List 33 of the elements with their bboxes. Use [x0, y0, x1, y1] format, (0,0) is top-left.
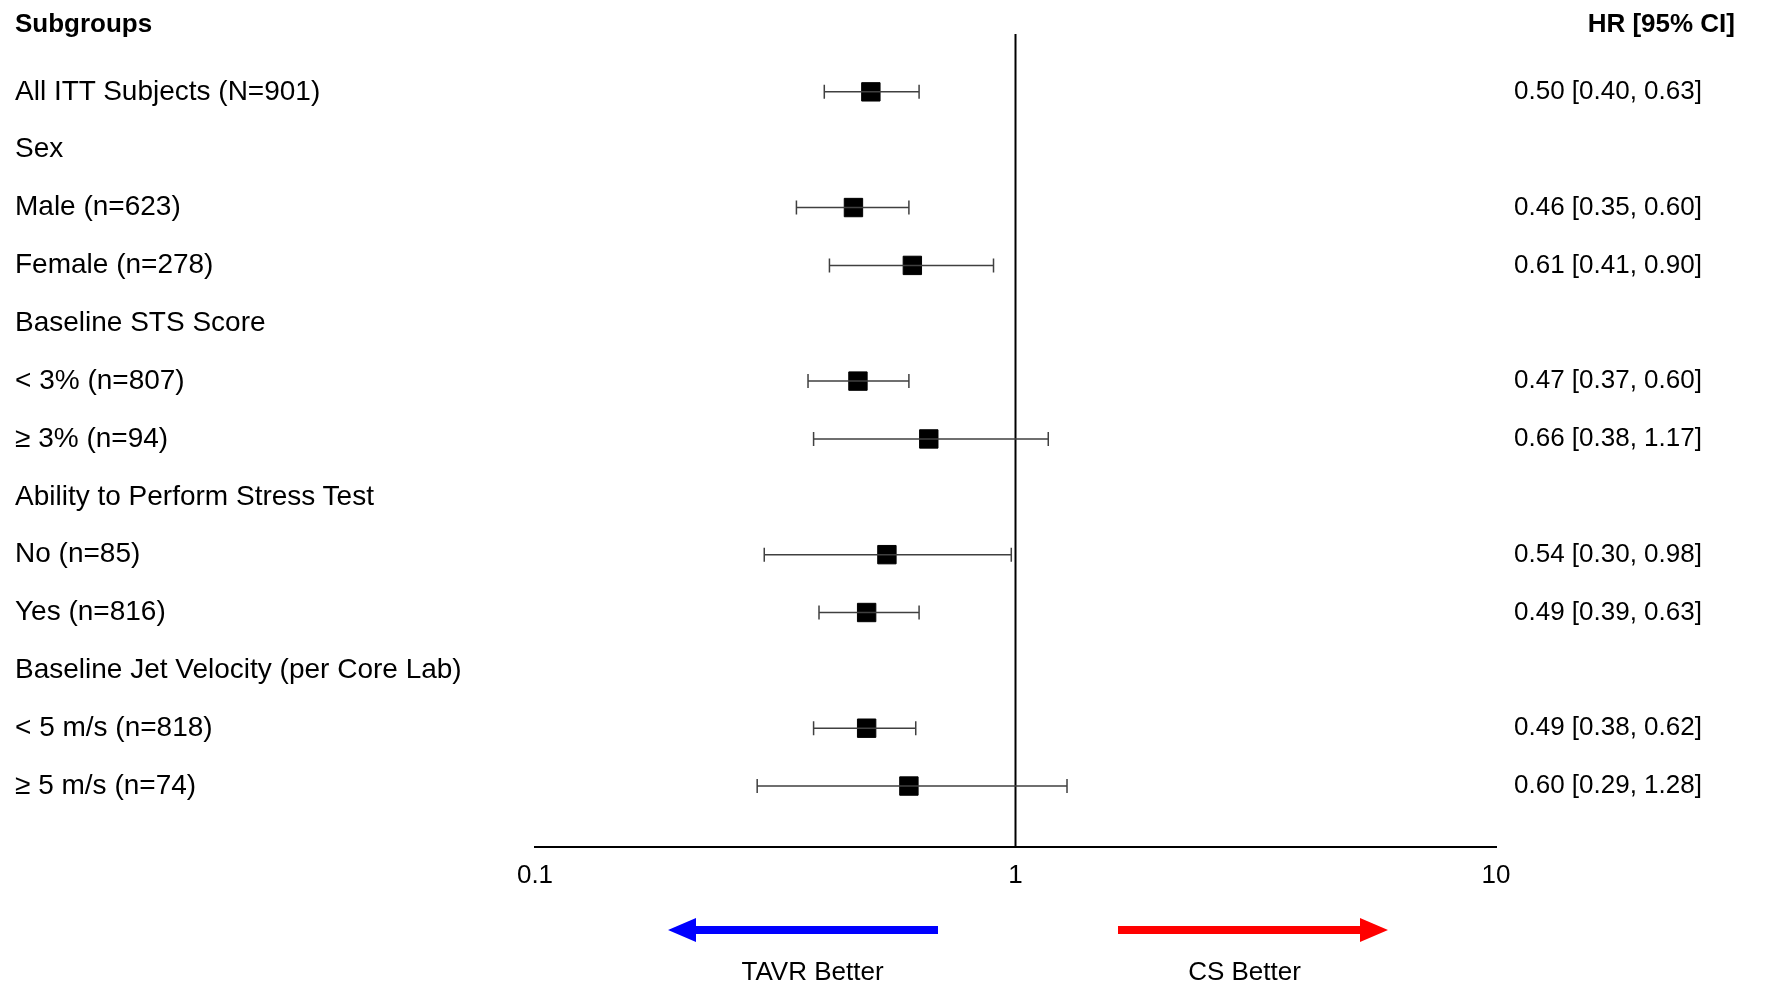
x-tick-label: 10: [1481, 858, 1511, 889]
y-tick-label: Sex: [15, 132, 64, 164]
y-tick-label: Baseline STS Score: [15, 305, 266, 337]
y-tick-label: Yes (n=816): [15, 595, 166, 627]
data-label: 0.46 [0.35, 0.60]: [1514, 190, 1702, 221]
data-label: 0.60 [0.29, 1.28]: [1514, 769, 1702, 800]
y-tick-label: All ITT Subjects (N=901): [15, 74, 321, 106]
y-tick-label: ≥ 5 m/s (n=74): [15, 768, 197, 800]
data-label: 0.54 [0.30, 0.98]: [1514, 537, 1702, 568]
point: [877, 544, 897, 565]
data-label: 0.66 [0.38, 1.17]: [1514, 422, 1702, 453]
y-tick-label: Female (n=278): [15, 248, 214, 280]
point: [902, 255, 923, 276]
data-label: 0.47 [0.37, 0.60]: [1514, 364, 1702, 395]
point: [843, 197, 864, 218]
data-label: 0.49 [0.39, 0.63]: [1514, 595, 1702, 626]
y-tick-label: No (n=85): [15, 537, 141, 569]
data-label: 0.49 [0.38, 0.62]: [1514, 711, 1702, 742]
y-tick-label: ≥ 3% (n=94): [15, 421, 169, 453]
point: [856, 602, 877, 623]
text: CS Better: [1188, 956, 1302, 987]
x-tick-label: 0.1: [516, 858, 554, 889]
x-tick-label: 1: [1008, 858, 1023, 889]
y2-axis-title: HR [95% CI]: [1587, 8, 1735, 39]
y-tick-label: Baseline Jet Velocity (per Core Lab): [15, 653, 462, 685]
y-tick-label: Ability to Perform Stress Test: [15, 479, 375, 511]
y-tick-label: Male (n=623): [15, 190, 181, 222]
y-tick-label: < 5 m/s (n=818): [15, 710, 213, 742]
y-axis-title: Subgroups: [15, 8, 153, 39]
text: TAVR Better: [741, 956, 884, 987]
y-tick-label: < 3% (n=807): [15, 363, 185, 395]
data-label: 0.61 [0.41, 0.90]: [1514, 248, 1702, 279]
data-label: 0.50 [0.40, 0.63]: [1514, 75, 1702, 106]
